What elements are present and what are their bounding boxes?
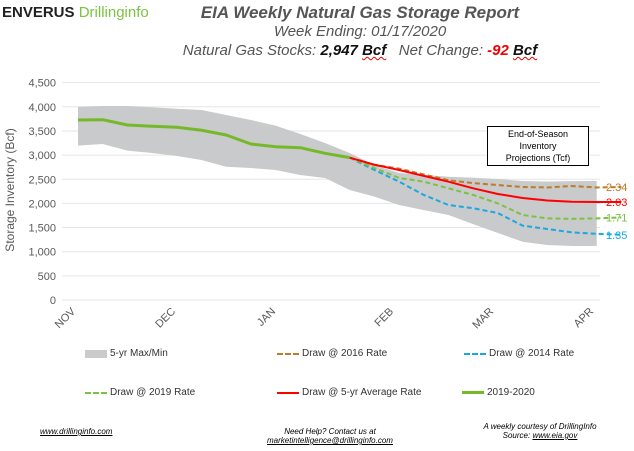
legend-swatch [85, 349, 107, 358]
x-tick-label: FEB [372, 306, 396, 330]
x-tick-label: MAR [470, 306, 496, 332]
y-tick-label: 0 [50, 295, 56, 307]
series-line [349, 156, 622, 203]
y-tick-label: 3,500 [28, 126, 56, 138]
legend-item-2016: Draw @ 2016 Rate [277, 348, 387, 359]
series-line [349, 156, 622, 189]
source-credit: A weekly courtesy of DrillingInfo Source:… [483, 422, 597, 440]
legend-item-2019: Draw @ 2019 Rate [85, 387, 195, 398]
legend-swatch [277, 352, 299, 355]
series-line [77, 118, 350, 160]
x-tick-label: APR [572, 306, 597, 331]
x-tick-label: DEC [153, 306, 178, 331]
end-value-label: 2.34 [606, 182, 627, 194]
end-value-label: 1.35 [606, 230, 627, 242]
y-tick-label: 1,500 [28, 223, 56, 235]
stocks-value: 2,947 [320, 42, 358, 59]
report-title: EIA Weekly Natural Gas Storage Report [200, 3, 520, 22]
help-contact: Need Help? Contact us at marketintelligen… [200, 427, 460, 445]
y-tick-label: 2,000 [28, 198, 56, 210]
y-tick-label: 4,500 [28, 78, 56, 90]
y-tick-label: 1,000 [28, 247, 56, 259]
end-value-label: 2.03 [606, 197, 627, 209]
series-line [349, 156, 622, 236]
legend-item-5yr-avg: Draw @ 5-yr Average Rate [277, 387, 421, 398]
legend-item-band: 5-yr Max/Min [85, 348, 168, 359]
x-tick-label: JAN [255, 306, 278, 329]
legend-swatch [277, 391, 299, 394]
annotation-box: End-of-Season Inventory Projections (Tcf… [487, 126, 589, 166]
week-ending: Week Ending: 01/17/2020 [273, 23, 447, 40]
legend-item-2014: Draw @ 2014 Rate [464, 348, 574, 359]
y-axis-title: Storage Inventory (Bcf) [3, 128, 17, 251]
legend-item-2019-2020: 2019-2020 [462, 387, 535, 398]
source-link[interactable]: www.eia.gov [532, 431, 578, 440]
logo: ENVERUS Drillinginfo [2, 4, 149, 21]
band-max-min [78, 105, 597, 247]
x-tick-label: NOV [53, 305, 79, 331]
legend-swatch [85, 391, 107, 394]
website-link[interactable]: www.drillinginfo.com [40, 427, 113, 436]
y-tick-label: 3,000 [28, 150, 56, 162]
help-email-link[interactable]: marketintelligence@drillinginfo.com [267, 436, 393, 445]
net-change-value: -92 [487, 42, 509, 59]
storage-chart: 0 500 1,000 1,500 2,000 2,500 3,000 3,500 4,000 4… [3, 78, 627, 332]
end-value-label: 1.71 [606, 212, 627, 224]
series-line [349, 156, 622, 220]
y-tick-label: 2,500 [28, 174, 56, 186]
legend-swatch [464, 352, 486, 355]
y-tick-label: 4,000 [28, 102, 56, 114]
y-tick-label: 500 [38, 271, 56, 283]
legend-swatch [462, 391, 484, 394]
stocks-summary: Natural Gas Stocks: 2,947 Bcf Net Change… [182, 42, 538, 59]
